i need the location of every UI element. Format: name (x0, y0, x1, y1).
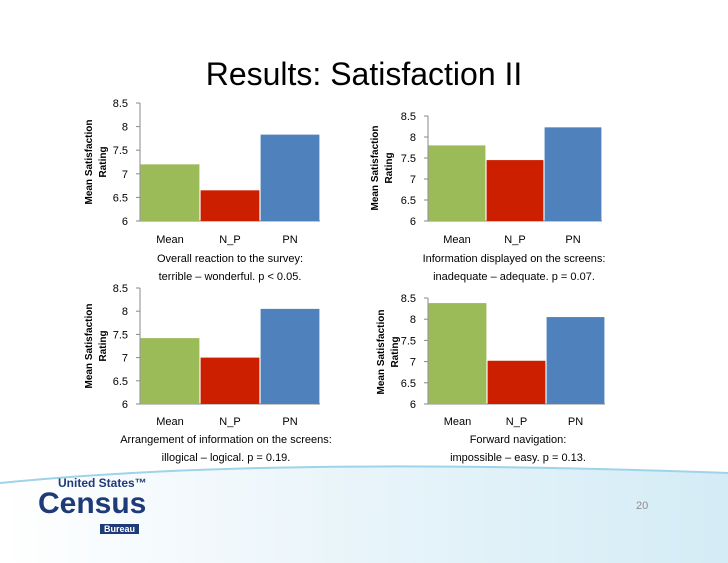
y-axis-title-line: Mean Satisfaction (370, 125, 381, 210)
y-axis-title-line: Rating (98, 330, 109, 361)
x-category-label: PN (565, 234, 580, 246)
y-tick-label: 6 (410, 399, 416, 411)
chart-caption-line1: Arrangement of information on the screen… (120, 434, 332, 446)
x-category-label: N_P (506, 416, 527, 428)
slide-title: Results: Satisfaction II (205, 56, 523, 92)
x-category-label: N_P (219, 416, 240, 428)
bar-mean (428, 145, 486, 221)
y-tick-label: 7 (122, 169, 128, 181)
logo-line3: Bureau (100, 524, 140, 534)
bar-pn (260, 134, 320, 221)
y-tick-label: 6 (122, 399, 128, 411)
y-tick-label: 7 (122, 353, 128, 365)
chart-caption-line2: terrible – wonderful. p < 0.05. (159, 271, 302, 283)
y-axis-title-line: Rating (98, 146, 109, 177)
y-axis-title: Mean Satisfaction Rating (376, 309, 401, 394)
y-tick-label: 8 (122, 122, 128, 134)
logo-line2: Census (38, 487, 147, 520)
y-axis-title-line: Mean Satisfaction (84, 119, 95, 204)
x-category-label: PN (282, 416, 297, 428)
x-category-label: PN (282, 234, 297, 246)
x-category-label: N_P (504, 234, 525, 246)
y-tick-label: 8.5 (113, 98, 128, 110)
bar-pn (544, 127, 602, 221)
y-axis-title-line: Rating (384, 152, 395, 183)
y-tick-label: 8.5 (401, 293, 416, 305)
census-logo: United States™ Census Bureau (38, 476, 147, 537)
page-number: 20 (636, 500, 649, 512)
chart-caption-line1: Information displayed on the screens: (423, 253, 606, 265)
x-category-label: N_P (219, 234, 240, 246)
x-category-label: Mean (156, 234, 184, 246)
chart-caption-line1: Overall reaction to the survey: (157, 253, 303, 265)
y-tick-label: 8 (410, 132, 416, 144)
y-tick-label: 7.5 (401, 153, 416, 165)
y-axis-title-line: Mean Satisfaction (84, 303, 95, 388)
y-tick-label: 7.5 (401, 335, 416, 347)
chart-caption-line2: inadequate – adequate. p = 0.07. (433, 271, 595, 283)
x-category-label: PN (568, 416, 583, 428)
y-tick-label: 7.5 (113, 145, 128, 157)
y-tick-label: 6.5 (401, 195, 416, 207)
bar-n-p (200, 190, 260, 221)
bar-pn (260, 308, 320, 404)
bar-n-p (487, 360, 546, 404)
y-tick-label: 8 (122, 306, 128, 318)
y-tick-label: 7 (410, 174, 416, 186)
bar-mean (140, 338, 200, 404)
bar-mean (428, 303, 487, 404)
y-tick-label: 8.5 (401, 111, 416, 123)
logo-line1: United States™ (58, 476, 147, 490)
y-tick-label: 6 (122, 216, 128, 228)
bar-pn (546, 317, 605, 404)
x-category-label: Mean (444, 416, 472, 428)
y-tick-label: 6 (410, 216, 416, 228)
y-axis-title: Mean Satisfaction Rating (84, 119, 109, 204)
y-tick-label: 8.5 (113, 283, 128, 295)
y-tick-label: 7.5 (113, 329, 128, 341)
chart-caption-line2: illogical – logical. p = 0.19. (162, 452, 291, 464)
bar-n-p (486, 160, 544, 221)
x-category-label: Mean (443, 234, 471, 246)
y-tick-label: 6.5 (113, 192, 128, 204)
bar-n-p (200, 357, 260, 404)
footer-wave (0, 465, 728, 563)
y-axis-title: Mean Satisfaction Rating (84, 303, 109, 388)
y-tick-label: 8 (410, 314, 416, 326)
bar-mean (140, 164, 200, 221)
y-axis-title-line: Rating (390, 336, 401, 367)
y-tick-label: 6.5 (113, 376, 128, 388)
y-axis-title: Mean Satisfaction Rating (370, 125, 395, 210)
x-category-label: Mean (156, 416, 184, 428)
y-tick-label: 6.5 (401, 378, 416, 390)
chart-caption-line1: Forward navigation: (470, 434, 567, 446)
y-axis-title-line: Mean Satisfaction (376, 309, 387, 394)
y-tick-label: 7 (410, 357, 416, 369)
chart-caption-line2: impossible – easy. p = 0.13. (450, 452, 586, 464)
